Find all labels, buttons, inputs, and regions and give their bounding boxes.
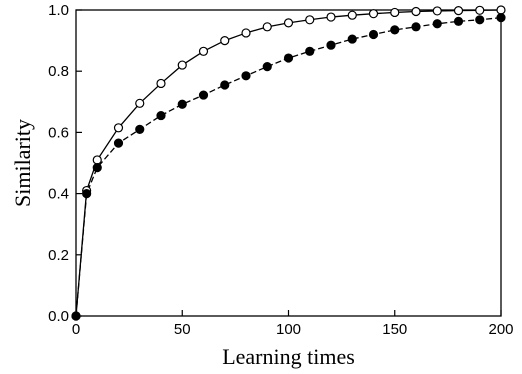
series-1-point	[411, 6, 421, 17]
series-2-point	[305, 46, 315, 56]
series-2-point	[283, 53, 294, 63]
series-2-point	[156, 110, 166, 121]
series-1-point	[198, 46, 209, 56]
series-2-point	[220, 80, 230, 90]
series-2-point	[71, 311, 81, 321]
series-1-point	[305, 15, 315, 25]
series-2-line	[75, 17, 502, 317]
series-2-point	[135, 124, 145, 134]
y-tick-label: 0.2	[48, 247, 69, 264]
series-1-point	[368, 9, 379, 19]
y-tick-label: 0.4	[48, 186, 69, 203]
x-axis-title: Learning times	[222, 344, 355, 369]
y-axis-title: Similarity	[10, 119, 35, 207]
series-1-point	[135, 98, 145, 108]
series-1-point	[326, 12, 336, 22]
series-2-point	[241, 71, 251, 81]
series-2-point	[475, 15, 485, 25]
series-1-point	[92, 155, 102, 165]
x-tick-label: 150	[382, 321, 407, 338]
y-tick-label: 0.8	[48, 63, 69, 80]
series-1-point	[220, 35, 230, 46]
series-2-point	[113, 138, 124, 148]
series-1-point	[453, 6, 464, 16]
x-tick-label: 200	[488, 321, 513, 338]
series-1-point	[241, 28, 251, 38]
series-1-point	[156, 78, 166, 89]
series-2-point	[432, 19, 442, 29]
x-axis-ticks: 0 50 100 150 200	[72, 310, 514, 338]
series-2-point	[262, 62, 272, 72]
series-1-line	[75, 9, 502, 317]
series-1-point	[262, 22, 272, 32]
series-layer	[71, 5, 506, 321]
y-tick-label: 0.6	[48, 124, 69, 141]
series-2-point	[198, 90, 209, 100]
series-1-point	[496, 5, 506, 15]
series-2-point	[390, 25, 400, 35]
series-2-point	[177, 99, 187, 109]
series-1-point	[113, 123, 124, 133]
series-2-point	[82, 189, 92, 199]
series-2-point	[411, 22, 421, 32]
y-axis-ticks: 0.0 0.2 0.4 0.6 0.8 1.0	[48, 2, 82, 325]
series-1-point	[432, 6, 442, 16]
x-tick-label: 0	[72, 321, 80, 338]
x-tick-label: 100	[276, 321, 301, 338]
series-2-point	[92, 162, 102, 173]
series-2-point	[368, 29, 379, 40]
series-1-point	[177, 60, 187, 70]
y-tick-label: 0.0	[48, 308, 69, 325]
series-1-point	[475, 5, 485, 15]
series-1-point	[390, 7, 400, 18]
series-1-point	[283, 18, 294, 28]
series-2-point	[347, 34, 357, 44]
series-2-point	[496, 13, 506, 23]
series-1-point	[347, 10, 357, 20]
x-tick-label: 50	[174, 321, 191, 338]
series-2-point	[453, 16, 464, 26]
y-tick-label: 1.0	[48, 2, 69, 19]
series-2-point	[326, 40, 336, 50]
